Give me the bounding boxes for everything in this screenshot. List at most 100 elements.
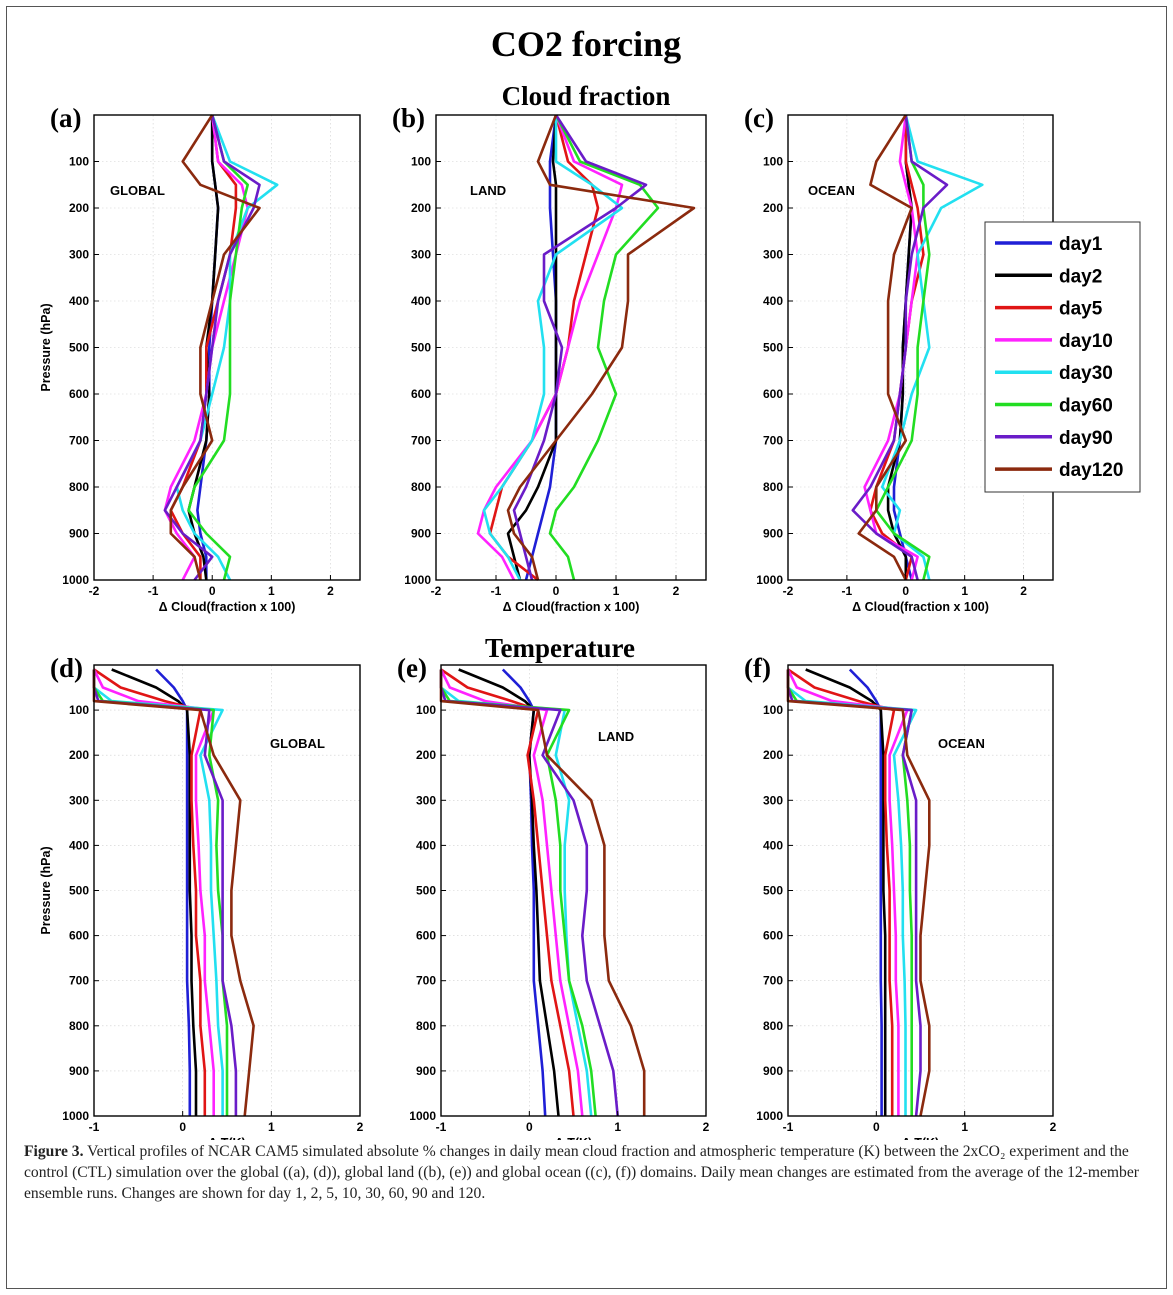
y-tick-label: 100	[416, 703, 436, 717]
panel-letter: (d)	[50, 653, 83, 683]
y-tick-label: 1000	[404, 573, 431, 587]
x-tick-label: 1	[961, 584, 968, 598]
panel-letter: (c)	[744, 103, 774, 133]
x-tick-label: 1	[613, 584, 620, 598]
y-tick-label: 600	[763, 387, 783, 401]
series-line-day60	[187, 114, 249, 581]
series-line-day2	[506, 114, 558, 581]
legend-label-day90: day90	[1059, 428, 1113, 449]
legend-label-day2: day2	[1059, 266, 1102, 287]
series-line-day60	[874, 114, 931, 581]
panel-letter: (e)	[397, 653, 427, 683]
caption-label: Figure 3.	[24, 1143, 84, 1160]
y-tick-label: 900	[763, 1064, 783, 1078]
y-tick-label: 800	[416, 1019, 436, 1033]
series-line-day10	[476, 114, 624, 581]
main-title: CO2 forcing	[491, 24, 681, 64]
x-tick-label: 2	[673, 584, 680, 598]
series-line-day120	[857, 114, 914, 581]
x-tick-label: -2	[431, 584, 442, 598]
y-tick-label: 400	[69, 838, 89, 852]
y-tick-label: 200	[411, 201, 431, 215]
series-line-day2	[111, 668, 198, 1116]
x-tick-label: 0	[209, 584, 216, 598]
series-line-day5	[787, 668, 896, 1116]
y-tick-label: 1000	[756, 573, 783, 587]
series-line-day10	[92, 668, 215, 1116]
series-line-day120	[169, 114, 261, 581]
legend: day1 day2 day5 day10 day30 day60 day90 day120	[984, 221, 1141, 493]
y-tick-label: 600	[69, 387, 89, 401]
y-tick-label: 400	[763, 294, 783, 308]
panels: -2 -1 0 1 21002003004005006007008009001000Δ …	[39, 103, 1057, 1140]
y-tick-label: 300	[69, 793, 89, 807]
figure-frame	[6, 6, 1167, 1289]
series-line-day30	[175, 114, 279, 581]
x-tick-label: -2	[89, 584, 100, 598]
y-tick-label: 100	[763, 703, 783, 717]
y-tick-label: 900	[416, 1064, 436, 1078]
panel-letter: (a)	[50, 103, 81, 133]
x-tick-label: -1	[436, 1120, 447, 1134]
y-tick-label: 100	[763, 155, 783, 169]
y-tick-label: 500	[763, 884, 783, 898]
x-tick-label: -1	[491, 584, 502, 598]
y-tick-label: 500	[69, 884, 89, 898]
y-tick-label: 700	[763, 434, 783, 448]
x-tick-label: 1	[268, 1120, 275, 1134]
series-line-day30	[482, 115, 624, 581]
series-line-day10	[439, 668, 584, 1117]
cloud-section-title: Cloud fraction	[502, 81, 671, 111]
series-line-day30	[880, 114, 984, 581]
x-tick-label: 0	[553, 584, 560, 598]
legend-label-day60: day60	[1059, 396, 1113, 417]
y-tick-label: 600	[69, 929, 89, 943]
x-tick-label: 0	[179, 1120, 186, 1134]
y-tick-label: 500	[416, 884, 436, 898]
y-tick-label: 200	[763, 201, 783, 215]
x-tick-label: 1	[268, 584, 275, 598]
y-tick-label: 800	[411, 480, 431, 494]
x-tick-label: -1	[89, 1120, 100, 1134]
panel-a: -2 -1 0 1 2 100 200 300 400 500 600 700 800 900 1000 Δ …	[39, 103, 361, 614]
region-label: GLOBAL	[110, 183, 165, 198]
series-line-day1	[155, 668, 192, 1116]
legend-box	[984, 221, 1141, 493]
y-tick-label: 700	[411, 434, 431, 448]
x-tick-label: -2	[783, 584, 794, 598]
y-tick-label: 700	[416, 974, 436, 988]
y-tick-label: 300	[416, 793, 436, 807]
legend-label-day5: day5	[1059, 299, 1103, 320]
x-tick-label: 1	[961, 1120, 968, 1134]
y-tick-label: 800	[763, 480, 783, 494]
legend-label-day1: day1	[1059, 234, 1103, 255]
y-tick-label: 800	[69, 480, 89, 494]
y-tick-label: 200	[69, 201, 89, 215]
y-tick-label: 300	[763, 793, 783, 807]
y-tick-label: 1000	[62, 1109, 89, 1123]
y-tick-label: 500	[411, 341, 431, 355]
y-tick-label: 900	[69, 1064, 89, 1078]
region-label: LAND	[470, 183, 506, 198]
y-tick-label: 300	[763, 248, 783, 262]
y-tick-label: 700	[763, 974, 783, 988]
x-axis-label: Δ T(K)	[208, 1136, 245, 1140]
y-tick-label: 100	[411, 155, 431, 169]
series-line-day2	[458, 668, 560, 1117]
x-axis-label: Δ Cloud(fraction x 100)	[852, 600, 989, 614]
y-tick-label: 900	[763, 527, 783, 541]
y-tick-label: 900	[69, 527, 89, 541]
y-tick-label: 700	[69, 434, 89, 448]
legend-items: day1 day2 day5 day10 day30 day60 day90 day120	[995, 234, 1123, 481]
y-tick-label: 500	[69, 341, 89, 355]
region-label: OCEAN	[938, 736, 985, 751]
x-axis-label: Δ T(K)	[555, 1136, 592, 1140]
y-tick-label: 1000	[409, 1109, 436, 1123]
x-tick-label: 2	[327, 584, 334, 598]
x-tick-label: 2	[1050, 1120, 1057, 1134]
y-tick-label: 900	[411, 527, 431, 541]
x-tick-label: 0	[526, 1120, 533, 1134]
y-tick-label: 400	[69, 294, 89, 308]
x-axis-label: Δ Cloud(fraction x 100)	[503, 600, 640, 614]
series-line-day10	[786, 668, 909, 1116]
